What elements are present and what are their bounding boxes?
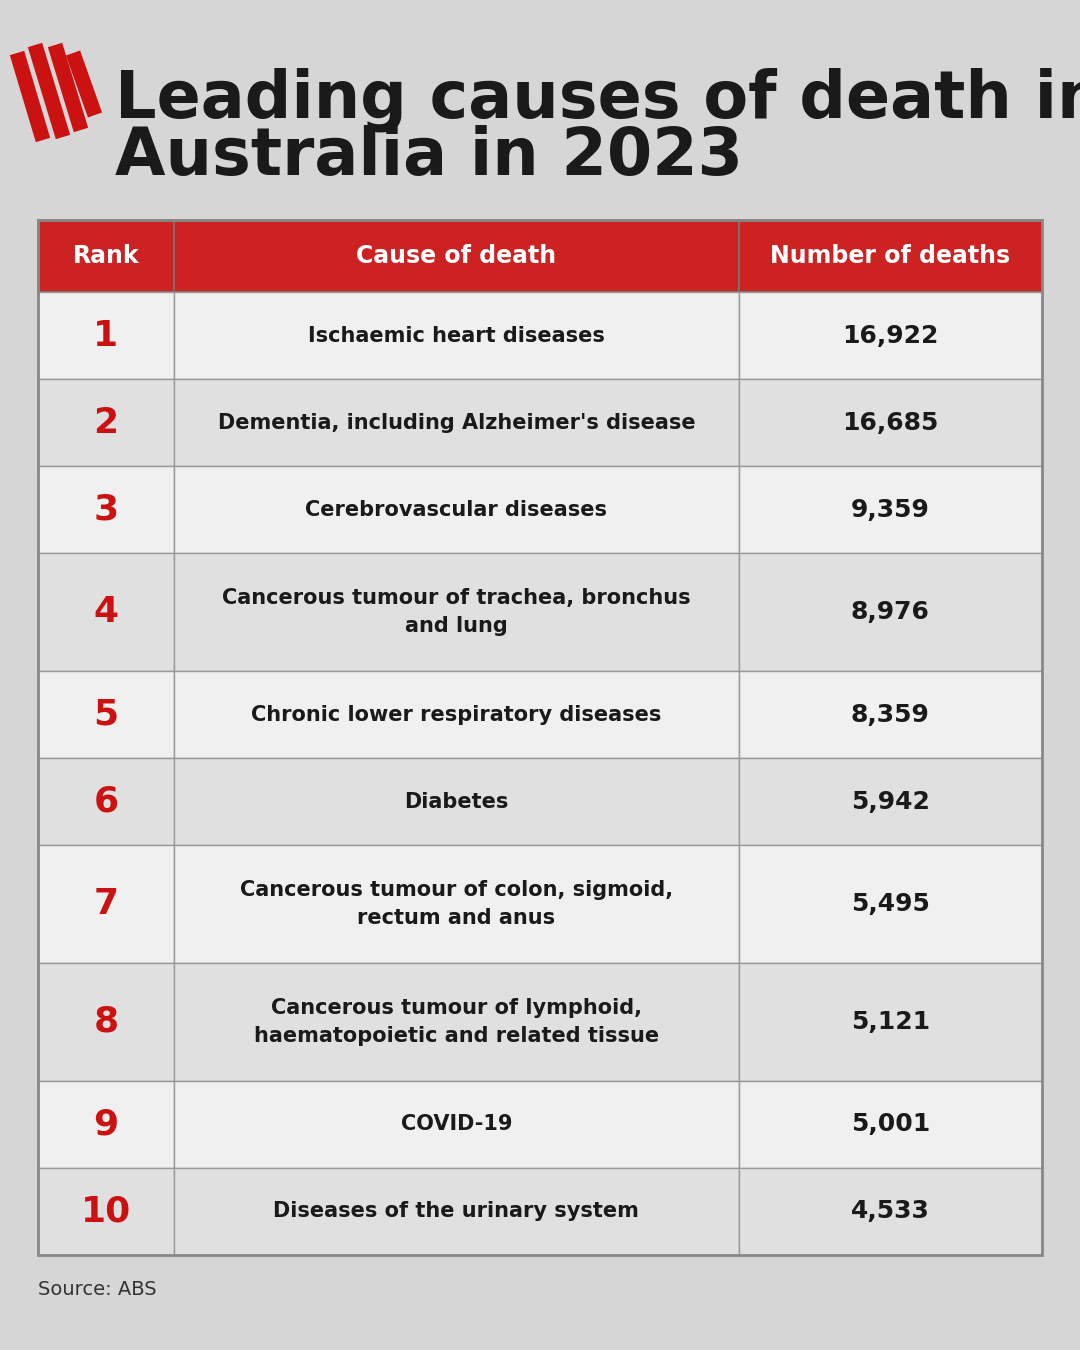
PathPatch shape [28, 43, 70, 139]
Bar [174, 759, 739, 845]
Text: Source: ABS: Source: ABS [38, 1280, 157, 1299]
Bar [739, 220, 1042, 292]
Bar [174, 292, 739, 379]
Bar [38, 554, 174, 671]
Text: 5,121: 5,121 [851, 1010, 930, 1034]
Text: 9,359: 9,359 [851, 498, 930, 522]
PathPatch shape [48, 43, 89, 132]
Bar [739, 466, 1042, 554]
Text: Leading causes of death in: Leading causes of death in [114, 68, 1080, 132]
Text: Diseases of the urinary system: Diseases of the urinary system [273, 1202, 639, 1222]
PathPatch shape [10, 51, 50, 142]
Bar [739, 671, 1042, 759]
Bar [739, 379, 1042, 466]
Bar [38, 379, 174, 466]
Text: 4,533: 4,533 [851, 1199, 930, 1223]
Bar [38, 220, 174, 292]
Bar [174, 671, 739, 759]
Text: Cancerous tumour of lymphoid,
haematopoietic and related tissue: Cancerous tumour of lymphoid, haematopoi… [254, 998, 659, 1046]
Bar [174, 1081, 739, 1168]
Text: Cerebrovascular diseases: Cerebrovascular diseases [306, 500, 607, 520]
Bar [38, 963, 174, 1081]
Text: 16,922: 16,922 [842, 324, 939, 347]
Text: 1: 1 [93, 319, 119, 352]
Text: Diabetes: Diabetes [404, 792, 509, 811]
Bar [38, 845, 174, 963]
Bar [38, 759, 174, 845]
Bar [174, 220, 739, 292]
Bar [174, 845, 739, 963]
Bar [739, 554, 1042, 671]
Text: 8,976: 8,976 [851, 601, 930, 624]
Text: 5,942: 5,942 [851, 790, 930, 814]
Text: Cause of death: Cause of death [356, 244, 556, 269]
Text: 5: 5 [93, 698, 119, 732]
Bar [739, 1081, 1042, 1168]
Text: 8,359: 8,359 [851, 702, 930, 726]
Text: 8: 8 [93, 1004, 119, 1040]
Bar [38, 292, 174, 379]
Text: Cancerous tumour of trachea, bronchus
and lung: Cancerous tumour of trachea, bronchus an… [222, 589, 690, 636]
Bar [739, 759, 1042, 845]
Text: 5,495: 5,495 [851, 892, 930, 917]
Bar [38, 220, 1042, 1256]
Bar [174, 466, 739, 554]
Text: 3: 3 [93, 493, 119, 526]
PathPatch shape [66, 50, 103, 117]
Bar [38, 1081, 174, 1168]
Text: Australia in 2023: Australia in 2023 [114, 126, 743, 189]
Text: Dementia, including Alzheimer's disease: Dementia, including Alzheimer's disease [217, 413, 696, 433]
Text: Rank: Rank [72, 244, 139, 269]
Text: 16,685: 16,685 [842, 410, 939, 435]
Bar [739, 1168, 1042, 1256]
Bar [174, 963, 739, 1081]
Text: COVID-19: COVID-19 [401, 1114, 512, 1134]
Text: Ischaemic heart diseases: Ischaemic heart diseases [308, 325, 605, 346]
Bar [174, 554, 739, 671]
Text: 4: 4 [93, 595, 119, 629]
Bar [38, 466, 174, 554]
Text: 2: 2 [93, 406, 119, 440]
Bar [739, 845, 1042, 963]
Text: 5,001: 5,001 [851, 1112, 930, 1137]
Bar [174, 1168, 739, 1256]
Text: 10: 10 [81, 1195, 131, 1228]
Bar [38, 671, 174, 759]
Text: 9: 9 [93, 1107, 119, 1141]
Text: Chronic lower respiratory diseases: Chronic lower respiratory diseases [252, 705, 662, 725]
Text: Cancerous tumour of colon, sigmoid,
rectum and anus: Cancerous tumour of colon, sigmoid, rect… [240, 880, 673, 929]
Bar [739, 292, 1042, 379]
Text: Number of deaths: Number of deaths [770, 244, 1011, 269]
Text: 7: 7 [93, 887, 119, 921]
Bar [38, 1168, 174, 1256]
Text: 6: 6 [93, 784, 119, 819]
Bar [174, 379, 739, 466]
Bar [739, 963, 1042, 1081]
